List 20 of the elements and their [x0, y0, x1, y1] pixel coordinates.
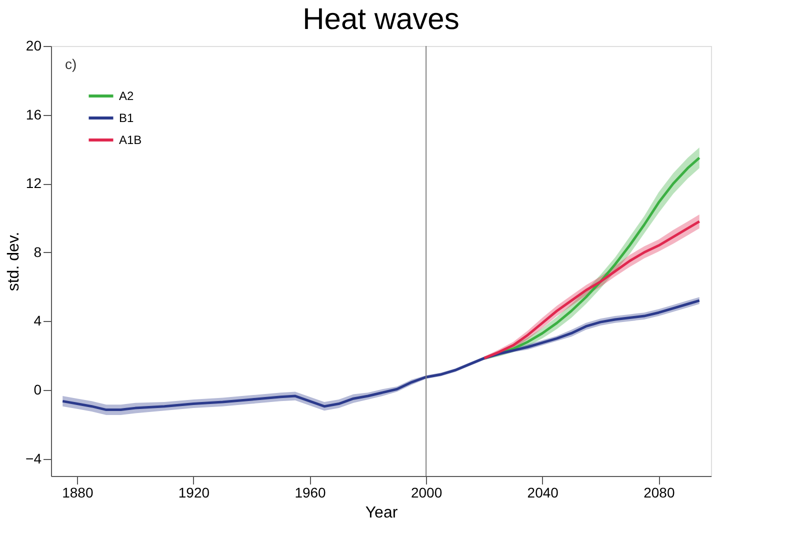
legend-label: A1B: [119, 133, 142, 147]
annotation: c): [65, 56, 77, 72]
x-tick-label: 2080: [644, 484, 675, 500]
legend-label: B1: [119, 111, 134, 125]
x-tick-label: 2000: [410, 484, 442, 500]
x-tick-label: 1960: [294, 484, 326, 500]
y-tick-label: −4: [26, 450, 42, 466]
x-tick-label: 2040: [527, 484, 559, 500]
x-tick-label: 1920: [178, 484, 210, 500]
y-tick-label: 0: [34, 382, 42, 398]
legend-label: A2: [119, 89, 134, 103]
y-tick-label: 8: [34, 244, 42, 260]
y-tick-label: 16: [26, 106, 42, 122]
y-tick-label: 4: [34, 312, 42, 329]
y-tick-label: 20: [26, 38, 42, 54]
x-tick-label: 1880: [62, 484, 94, 500]
x-axis-title: Year: [365, 504, 398, 522]
chart-title: Heat waves: [302, 3, 460, 36]
y-tick-label: 12: [26, 175, 42, 192]
y-axis-title: std. dev.: [6, 232, 23, 292]
